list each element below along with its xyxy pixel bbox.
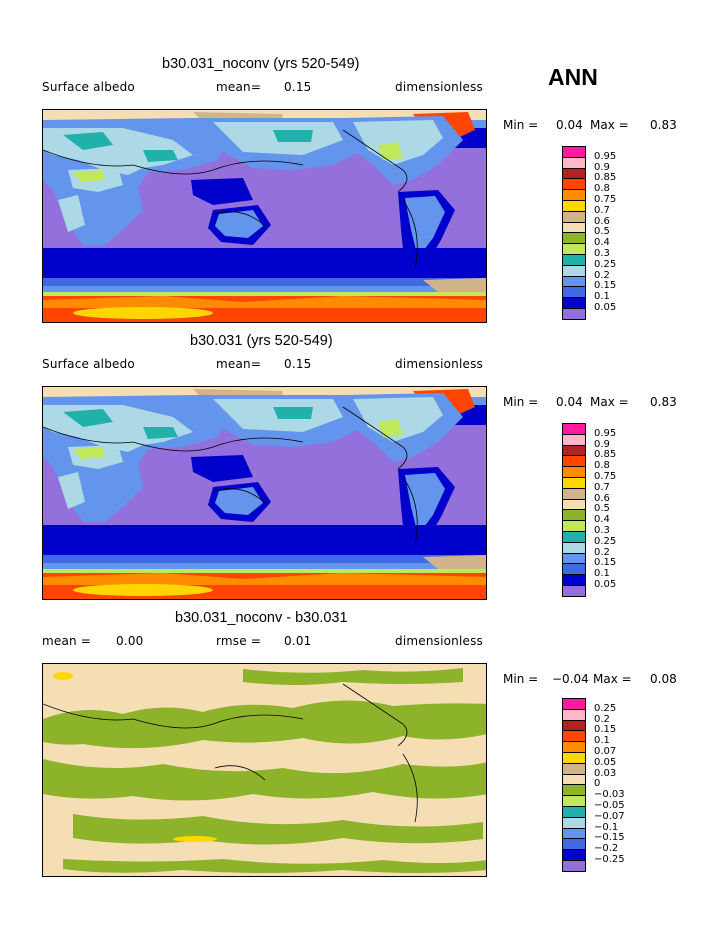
legend-level-label: 0 [594,778,601,790]
min-value: 0.04 [556,118,583,132]
legend-level-label: 0.7 [594,481,610,493]
panel-title: b30.031_noconv - b30.031 [175,610,348,626]
max-label: Max = [593,672,632,686]
season-label: ANN [548,64,598,90]
units-label: dimensionless [395,80,483,94]
variable-label: Surface albedo [42,357,135,371]
legend-level-label: 0.25 [594,535,617,547]
legend-level-label: 0.5 [594,226,610,238]
legend-level-label: 0.1 [594,735,610,747]
legend-level-label: 0.9 [594,161,610,173]
legend-level-label: −0.1 [594,821,619,833]
legend-level-label: −0.05 [594,800,625,811]
legend-swatch [562,585,586,597]
legend-level-label: 0.05 [594,579,617,590]
legend-level-label: −0.03 [594,789,625,801]
legend-level-label: 0.8 [594,460,610,472]
panel-title: b30.031 (yrs 520-549) [190,333,333,349]
max-label: Max = [590,395,629,409]
legend-level-label: 0.1 [594,568,610,580]
legend-level-label: 0.6 [594,492,610,504]
legend-level-label: 0.8 [594,183,610,195]
legend-level-label: −0.07 [594,810,625,822]
legend-level-label: 0.7 [594,204,610,216]
max-label: Max = [590,118,629,132]
legend-level-label: 0.9 [594,438,610,450]
legend-level-label: −0.25 [594,854,625,865]
variable-label: Surface albedo [42,80,135,94]
difference-map [43,664,486,876]
legend-level-label: 0.25 [594,258,617,270]
max-value: 0.83 [650,118,677,132]
legend-level-label: 0.1 [594,291,610,303]
legend-level-label: 0.85 [594,449,617,461]
legend-level-label: 0.4 [594,514,610,526]
legend-level-label: 0.5 [594,503,610,515]
legend-level-label: 0.3 [594,248,610,259]
legend-level-label: 0.25 [594,702,617,714]
legend-level-label: 0.05 [594,756,617,768]
legend-level-label: 0.95 [594,427,617,439]
legend-level-label: 0.75 [594,471,617,482]
mean-value: 0.15 [284,80,312,94]
albedo-map [43,110,486,322]
max-value: 0.08 [650,672,677,686]
legend-level-label: −0.2 [594,843,619,855]
legend-level-label: 0.3 [594,525,610,536]
rmse-label: rmse = [216,634,262,648]
legend-level-label: 0.15 [594,724,617,736]
mean-value: 0.15 [284,357,312,371]
min-label: Min = [503,395,539,409]
legend-swatch [562,860,586,872]
mean-label: mean= [216,357,262,371]
map-panel-2 [42,386,487,600]
mean-label: mean= [216,80,262,94]
albedo-map [43,387,486,599]
map-panel-1 [42,109,487,323]
mean-label: mean = [42,634,92,648]
min-label: Min = [503,672,539,686]
legend-level-label: 0.6 [594,215,610,227]
legend-level-label: −0.15 [594,832,625,844]
legend-level-label: 0.85 [594,172,617,184]
min-label: Min = [503,118,539,132]
legend-level-label: 0.05 [594,302,617,313]
units-label: dimensionless [395,357,483,371]
max-value: 0.83 [650,395,677,409]
legend-level-label: 0.2 [594,713,610,725]
legend-level-label: 0.75 [594,194,617,205]
legend-level-label: 0.4 [594,237,610,249]
legend-level-label: 0.07 [594,746,617,757]
legend-level-label: 0.95 [594,150,617,162]
units-label: dimensionless [395,634,483,648]
min-value: 0.04 [556,395,583,409]
legend-swatch [562,308,586,320]
mean-value: 0.00 [116,634,144,648]
legend-level-label: 0.03 [594,767,617,779]
min-value: −0.04 [552,672,589,686]
legend-level-label: 0.2 [594,546,610,558]
map-panel-3 [42,663,487,877]
legend-level-label: 0.15 [594,557,617,569]
panel-title: b30.031_noconv (yrs 520-549) [162,56,360,72]
legend-level-label: 0.2 [594,269,610,281]
legend-level-label: 0.15 [594,280,617,292]
rmse-value: 0.01 [284,634,312,648]
